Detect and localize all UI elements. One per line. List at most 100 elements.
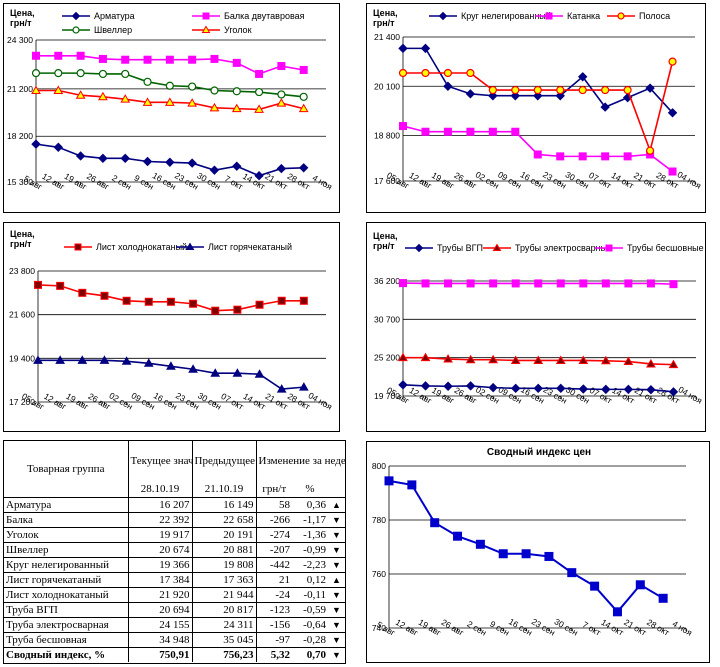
- data-point: [187, 158, 197, 168]
- data-point: [98, 54, 107, 63]
- row-change-pct: -1,36: [292, 527, 328, 543]
- data-point: [601, 279, 610, 288]
- table-row: Балка 22 392 22 658 -266 -1,17 ▼: [4, 512, 345, 528]
- legend-marker: [617, 12, 625, 20]
- data-point: [511, 85, 520, 95]
- row-previous: 17 363: [191, 572, 256, 588]
- data-point: [465, 89, 476, 99]
- data-point: [254, 170, 264, 181]
- y-tick-label: 780: [372, 515, 386, 525]
- data-point: [56, 281, 65, 290]
- y-axis-label: Цена, грн/т: [10, 229, 35, 249]
- data-point: [668, 57, 677, 66]
- row-name: Лист горячекатаный: [4, 572, 128, 588]
- data-point: [669, 280, 678, 289]
- data-point: [623, 356, 634, 365]
- data-point: [55, 355, 66, 364]
- data-point: [645, 83, 655, 93]
- data-point: [453, 531, 463, 541]
- y-tick-label: 19 400: [9, 353, 35, 363]
- legend: Трубы ВГП Трубы электросварные Трубы бесшо…: [405, 243, 704, 253]
- legend-marker: [72, 26, 80, 34]
- x-tick-label: 28 окт: [286, 171, 312, 192]
- x-tick-label: 21 окт: [263, 171, 289, 192]
- row-previous: 20 191: [191, 527, 256, 543]
- x-tick-label: 30 сен: [195, 170, 222, 192]
- legend-label: Трубы электросварные: [515, 243, 612, 253]
- row-change-pct: 0,36: [292, 497, 328, 513]
- data-point: [465, 354, 476, 364]
- data-point: [489, 279, 498, 288]
- row-current: 19 917: [127, 527, 192, 543]
- legend-marker: [492, 243, 502, 251]
- row-previous: 756,23: [191, 647, 256, 662]
- header-current: Текущее значение, грн/т: [127, 441, 192, 481]
- x-tick-label: 30 сен: [564, 384, 591, 406]
- row-current: 21 920: [127, 587, 192, 603]
- row-previous: 20 817: [191, 602, 256, 618]
- data-point: [658, 593, 668, 603]
- data-point: [276, 163, 287, 174]
- data-point: [567, 568, 577, 578]
- series-line: [388, 479, 664, 614]
- row-change-pct: -0,28: [292, 632, 328, 648]
- row-change-pct: -0,99: [292, 542, 328, 558]
- data-point: [421, 127, 430, 136]
- y-tick-label: 17 600: [374, 176, 400, 186]
- data-point: [510, 383, 521, 394]
- x-tick-label: 05 авг: [385, 385, 411, 406]
- table-row: Труба ВГП 20 694 20 817 -123 -0,59 ▼: [4, 602, 345, 618]
- y-tick-label: 30 700: [374, 314, 400, 324]
- row-change-abs: -207: [255, 542, 292, 558]
- table-row: Круг нелегированный 19 366 19 808 -442 -2,23…: [4, 557, 345, 573]
- chart-panel-sheets: Цена, грн/т 17 200 19 400 21 600 23 800 05 авг…: [3, 222, 340, 432]
- legend-marker: [438, 11, 448, 21]
- data-point: [98, 153, 108, 164]
- x-tick-label: 05 авг: [385, 170, 411, 191]
- row-name: Труба электросварная: [4, 617, 128, 633]
- data-point: [277, 296, 286, 305]
- series-1: [398, 380, 679, 397]
- row-change-pct: 0,70: [292, 647, 328, 662]
- x-tick-label: 4 ноя: [311, 173, 335, 192]
- data-point: [488, 91, 498, 101]
- y-tick-label: 18 800: [374, 131, 400, 141]
- row-change-abs: -123: [255, 602, 292, 618]
- data-point: [299, 92, 308, 101]
- data-point: [143, 55, 152, 64]
- arrow-down-icon: ▼: [328, 602, 345, 618]
- data-point: [144, 297, 153, 306]
- data-point: [53, 85, 64, 94]
- row-change-pct: 0,12: [292, 572, 328, 588]
- y-tick-label: 24 300: [7, 35, 33, 45]
- data-point: [188, 55, 197, 64]
- data-point: [233, 305, 242, 314]
- row-name: Труба бесшовная: [4, 632, 128, 648]
- x-tick-label: 21 окт: [264, 391, 290, 412]
- legend-label: Трубы ВГП: [437, 243, 483, 253]
- table-row: Лист холоднокатаный 21 920 21 944 -24 -0,11 ▼: [4, 587, 345, 603]
- data-point: [421, 279, 430, 288]
- data-point: [232, 161, 242, 171]
- data-point: [121, 356, 132, 365]
- data-point: [210, 86, 219, 95]
- x-tick-label: 09 сен: [130, 390, 157, 412]
- data-point: [556, 85, 565, 95]
- row-change-pct: -0,64: [292, 617, 328, 633]
- data-point: [556, 279, 565, 288]
- x-tick-label: 19 авг: [430, 385, 456, 406]
- row-name: Сводный индекс, %: [4, 647, 128, 662]
- y-tick-label: 760: [372, 569, 386, 579]
- legend-label: Арматура: [94, 11, 135, 21]
- x-tick-label: 05 авг: [20, 391, 46, 412]
- data-point: [164, 97, 175, 106]
- data-point: [121, 55, 130, 64]
- data-point: [533, 85, 542, 95]
- data-point: [53, 142, 64, 152]
- data-point: [443, 81, 453, 91]
- y-tick-label: 23 800: [9, 266, 35, 276]
- table-subheader-row: 28.10.19 21.10.19 грн/т %: [4, 481, 345, 498]
- row-change-abs: -97: [255, 632, 292, 648]
